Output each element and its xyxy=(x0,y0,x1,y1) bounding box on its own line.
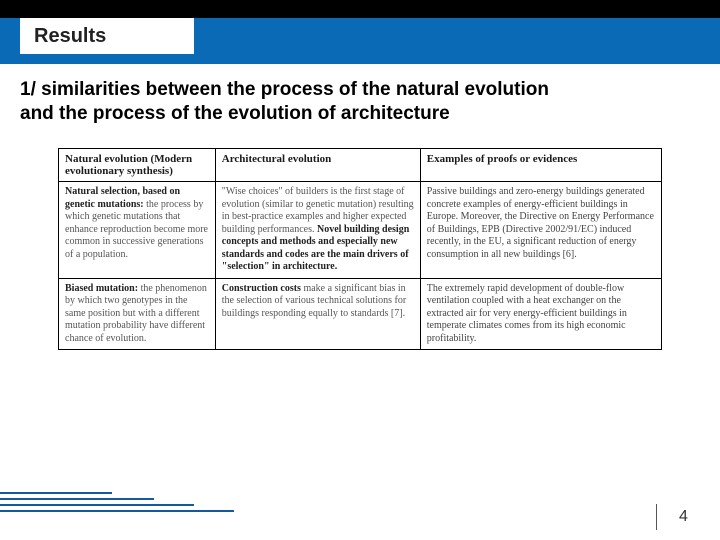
bold-text: Construction costs xyxy=(222,283,301,294)
col-header-architectural: Architectural evolution xyxy=(215,149,420,182)
col-header-examples: Examples of proofs or evidences xyxy=(420,149,661,182)
table-row: Natural selection, based on genetic muta… xyxy=(59,182,662,279)
table-header-row: Natural evolution (Modern evolutionary s… xyxy=(59,149,662,182)
slide-title: 1/ similarities between the process of t… xyxy=(20,78,700,126)
col-header-natural: Natural evolution (Modern evolutionary s… xyxy=(59,149,216,182)
footer-stripe xyxy=(0,498,154,500)
term-bold: Biased mutation: xyxy=(65,283,138,294)
header-bar-black xyxy=(0,0,720,18)
cell-example-bias: The extremely rapid development of doubl… xyxy=(420,278,661,350)
page-number-box: 4 xyxy=(656,504,710,530)
footer-stripes xyxy=(0,488,234,512)
cell-arch-bias: Construction costs make a significant bi… xyxy=(215,278,420,350)
header-label-box: Results xyxy=(20,18,194,54)
footer-stripe xyxy=(0,492,112,494)
comparison-table-wrap: Natural evolution (Modern evolutionary s… xyxy=(58,148,662,350)
slide: Results 1/ similarities between the proc… xyxy=(0,0,720,540)
footer-stripe xyxy=(0,504,194,506)
slide-title-line1: 1/ similarities between the process of t… xyxy=(20,78,700,102)
cell-natural-selection: Natural selection, based on genetic muta… xyxy=(59,182,216,279)
cell-example-selection: Passive buildings and zero-energy buildi… xyxy=(420,182,661,279)
header-label-text: Results xyxy=(34,25,106,48)
slide-title-line2: and the process of the evolution of arch… xyxy=(20,102,700,126)
footer-stripe xyxy=(0,510,234,512)
table-row: Biased mutation: the phenomenon by which… xyxy=(59,278,662,350)
cell-arch-selection: "Wise choices" of builders is the first … xyxy=(215,182,420,279)
page-number: 4 xyxy=(679,508,688,526)
cell-biased-mutation: Biased mutation: the phenomenon by which… xyxy=(59,278,216,350)
comparison-table: Natural evolution (Modern evolutionary s… xyxy=(58,148,662,350)
